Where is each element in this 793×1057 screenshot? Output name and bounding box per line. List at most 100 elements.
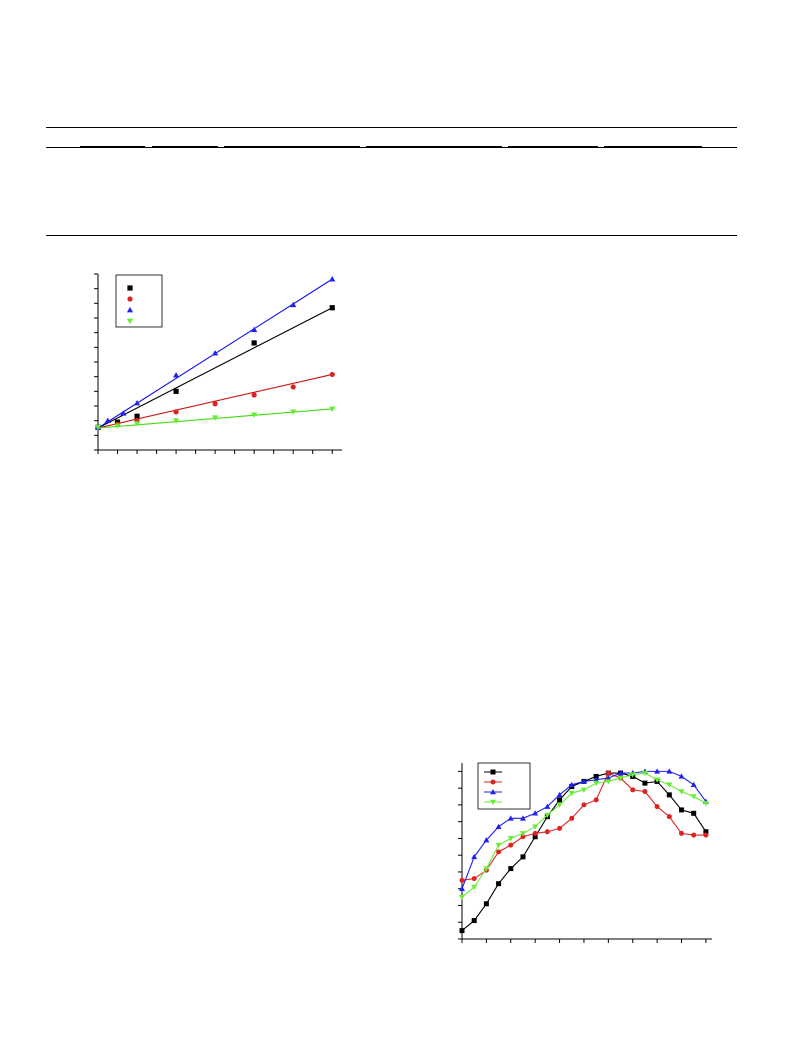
multi-series-line-chart — [458, 762, 712, 943]
data-point-circle — [251, 392, 257, 398]
data-point-triangle-up — [507, 815, 514, 821]
data-point-square — [666, 792, 672, 798]
data-point-circle — [703, 832, 709, 838]
data-point-triangle-up — [290, 301, 297, 308]
data-point-triangle-up — [483, 837, 490, 843]
legend-symbol — [490, 799, 496, 805]
data-point-triangle-down — [641, 770, 648, 777]
table-column-rule — [224, 146, 360, 147]
data-point-triangle-up — [495, 823, 502, 829]
data-point-square — [508, 866, 514, 872]
data-point-circle — [496, 849, 502, 855]
data-point-triangle-up — [519, 815, 526, 821]
data-point-triangle-up — [329, 276, 336, 282]
data-point-triangle-up — [251, 326, 258, 333]
data-point-circle — [329, 371, 335, 378]
data-point-circle — [290, 384, 296, 390]
data-point-triangle-down — [459, 894, 465, 901]
data-point-square — [593, 773, 599, 779]
data-point-triangle-down — [690, 794, 697, 800]
series-4 — [459, 770, 709, 901]
data-point-circle — [173, 409, 179, 415]
series-2 — [459, 770, 709, 883]
fit-line — [97, 307, 333, 429]
table-top-rule — [46, 127, 737, 128]
data-point-triangle-up — [133, 399, 141, 406]
chart-legend — [477, 762, 531, 810]
data-point-circle — [581, 802, 587, 808]
table-bottom-rule — [46, 235, 737, 236]
data-point-triangle-up — [593, 776, 600, 783]
data-point-triangle-down — [483, 866, 490, 872]
legend-symbol — [490, 779, 496, 785]
data-point-triangle-down — [114, 423, 121, 429]
data-point-triangle-down — [678, 789, 685, 795]
data-point-triangle-down — [329, 406, 336, 413]
data-point-square — [329, 305, 335, 311]
data-point-circle — [212, 401, 218, 407]
chart-legend — [115, 274, 163, 328]
data-point-triangle-down — [593, 780, 600, 787]
data-point-square — [173, 388, 179, 394]
data-point-square — [557, 797, 563, 803]
data-point-circle — [679, 830, 685, 836]
data-point-triangle-down — [507, 836, 514, 842]
legend-box — [477, 762, 531, 810]
legend-symbol — [126, 306, 134, 313]
data-point-triangle-down — [556, 802, 563, 808]
data-point-circle — [569, 815, 575, 821]
data-point-triangle-down — [617, 775, 624, 782]
data-point-triangle-up — [666, 768, 673, 774]
data-point-circle — [508, 842, 514, 848]
data-point-triangle-up — [120, 410, 127, 416]
table-column-rule — [508, 146, 598, 147]
data-point-triangle-up — [104, 417, 111, 424]
data-point-triangle-up — [532, 810, 539, 816]
data-point-triangle-down — [544, 812, 551, 818]
data-point-circle — [544, 829, 550, 835]
data-point-triangle-down — [532, 824, 539, 830]
data-point-square — [471, 918, 477, 924]
data-point-triangle-down — [629, 772, 636, 778]
data-point-square — [459, 928, 465, 934]
legend-box — [115, 274, 163, 328]
data-point-circle — [630, 787, 636, 793]
data-point-triangle-down — [94, 424, 102, 431]
data-point-triangle-up — [654, 768, 661, 774]
table-header-rule — [46, 147, 737, 148]
data-point-triangle-down — [666, 782, 673, 788]
linear-fit-scatter-chart — [94, 273, 342, 454]
data-point-circle — [471, 876, 477, 882]
series-4 — [94, 406, 336, 431]
data-point-triangle-up — [471, 853, 478, 860]
data-point-triangle-down — [172, 418, 180, 424]
legend-symbol — [490, 789, 496, 795]
data-point-triangle-up — [678, 773, 685, 779]
legend-symbol — [490, 769, 496, 775]
data-point-square — [679, 807, 685, 813]
data-point-square — [251, 340, 257, 346]
data-point-circle — [557, 825, 563, 831]
data-point-circle — [642, 788, 648, 794]
data-point-triangle-down — [471, 884, 478, 891]
data-point-triangle-up — [172, 372, 180, 378]
data-point-square — [483, 901, 489, 907]
data-point-triangle-up — [212, 350, 219, 356]
data-point-triangle-down — [605, 779, 612, 785]
legend-symbol — [127, 285, 133, 291]
data-point-triangle-down — [519, 831, 526, 837]
data-point-triangle-down — [580, 787, 587, 793]
data-point-square — [134, 413, 140, 419]
data-point-triangle-down — [495, 842, 502, 849]
data-point-square — [642, 780, 648, 786]
data-point-square — [496, 881, 502, 887]
data-point-triangle-up — [544, 803, 551, 809]
legend-symbol — [126, 318, 134, 325]
data-point-triangle-down — [654, 777, 661, 783]
data-point-triangle-up — [556, 791, 563, 798]
series-2 — [95, 371, 335, 430]
data-point-triangle-down — [702, 800, 709, 807]
data-point-triangle-up — [690, 781, 697, 788]
data-point-circle — [459, 877, 465, 883]
data-point-circle — [520, 834, 526, 840]
